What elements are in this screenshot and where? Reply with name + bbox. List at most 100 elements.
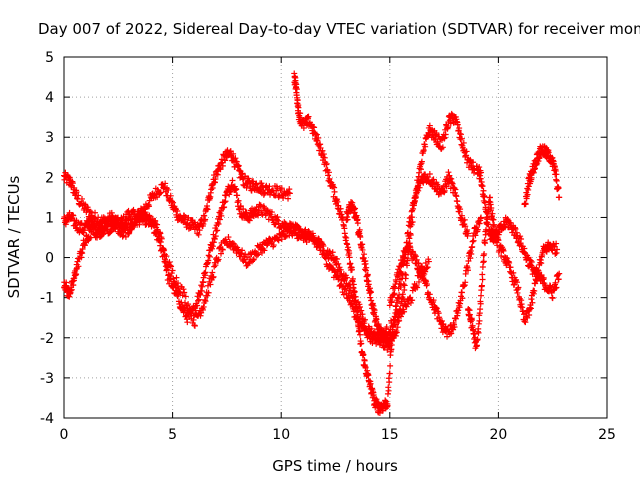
data-point [478, 169, 485, 176]
data-point [462, 223, 469, 230]
data-point [323, 160, 330, 167]
data-point [126, 224, 133, 231]
data-point [74, 195, 81, 202]
data-point [78, 220, 85, 227]
data-point [543, 248, 550, 255]
data-point [263, 242, 270, 249]
data-point [348, 266, 355, 273]
data-point [162, 257, 169, 264]
data-point [549, 154, 556, 161]
data-point [301, 227, 308, 234]
data-point [212, 262, 219, 269]
data-point [211, 236, 218, 243]
data-point [517, 233, 524, 240]
data-point [442, 131, 449, 138]
data-point [163, 253, 170, 260]
data-point [293, 81, 300, 88]
data-point [335, 260, 342, 267]
data-point [343, 274, 350, 281]
data-point [87, 208, 94, 215]
data-point [243, 209, 250, 216]
data-point [207, 281, 214, 288]
data-point [358, 340, 365, 347]
data-point [414, 284, 421, 291]
points-layer [61, 70, 563, 416]
data-point [400, 295, 407, 302]
data-point [470, 159, 477, 166]
data-point [464, 230, 471, 237]
data-point [305, 113, 312, 120]
data-point [525, 254, 532, 261]
series-track-a [61, 147, 293, 238]
data-point [465, 312, 472, 319]
data-point [349, 275, 356, 282]
data-point [458, 212, 465, 219]
data-point [160, 245, 167, 252]
data-point [465, 305, 472, 312]
data-point [176, 288, 183, 295]
data-point [210, 273, 217, 280]
data-point [422, 143, 429, 150]
data-point [485, 221, 492, 228]
data-point [431, 136, 438, 143]
data-point [482, 199, 489, 206]
data-point [460, 139, 467, 146]
data-point [400, 281, 407, 288]
data-point [462, 279, 469, 286]
data-point [479, 183, 486, 190]
data-point [413, 256, 420, 263]
x-tick-label: 25 [598, 427, 616, 443]
data-point [206, 253, 213, 260]
data-point [463, 148, 470, 155]
data-point [149, 218, 156, 225]
data-point [78, 195, 85, 202]
data-point [364, 271, 371, 278]
data-point [385, 387, 392, 394]
data-point [204, 292, 211, 299]
data-point [239, 170, 246, 177]
data-point [233, 186, 240, 193]
data-point [396, 317, 403, 324]
data-point [78, 254, 85, 261]
data-point [407, 232, 414, 239]
data-point [282, 233, 289, 240]
data-point [106, 213, 113, 220]
data-point [185, 301, 192, 308]
data-point [527, 305, 534, 312]
data-point [214, 171, 221, 178]
data-point [216, 216, 223, 223]
data-point [293, 86, 300, 93]
data-point [285, 195, 292, 202]
data-point [278, 236, 285, 243]
data-point [556, 194, 563, 201]
data-point [522, 319, 529, 326]
data-point [253, 204, 260, 211]
data-point [325, 172, 332, 179]
data-point [430, 297, 437, 304]
data-point [345, 244, 352, 251]
data-point [396, 269, 403, 276]
data-point [420, 147, 427, 154]
data-point [168, 198, 175, 205]
data-point [459, 295, 466, 302]
data-point [483, 215, 490, 222]
data-point [393, 278, 400, 285]
data-point [553, 176, 560, 183]
data-point [250, 257, 257, 264]
data-point [356, 226, 363, 233]
data-point [87, 215, 94, 222]
data-point [366, 285, 373, 292]
data-point [361, 316, 368, 323]
data-point [204, 206, 211, 213]
data-point [386, 379, 393, 386]
data-point [68, 286, 75, 293]
data-point [295, 104, 302, 111]
data-point [273, 187, 280, 194]
data-point [341, 225, 348, 232]
data-point [354, 220, 361, 227]
data-point [174, 207, 181, 214]
data-point [230, 150, 237, 157]
data-point [261, 190, 268, 197]
series-track-i [521, 143, 563, 208]
data-point [154, 221, 161, 228]
